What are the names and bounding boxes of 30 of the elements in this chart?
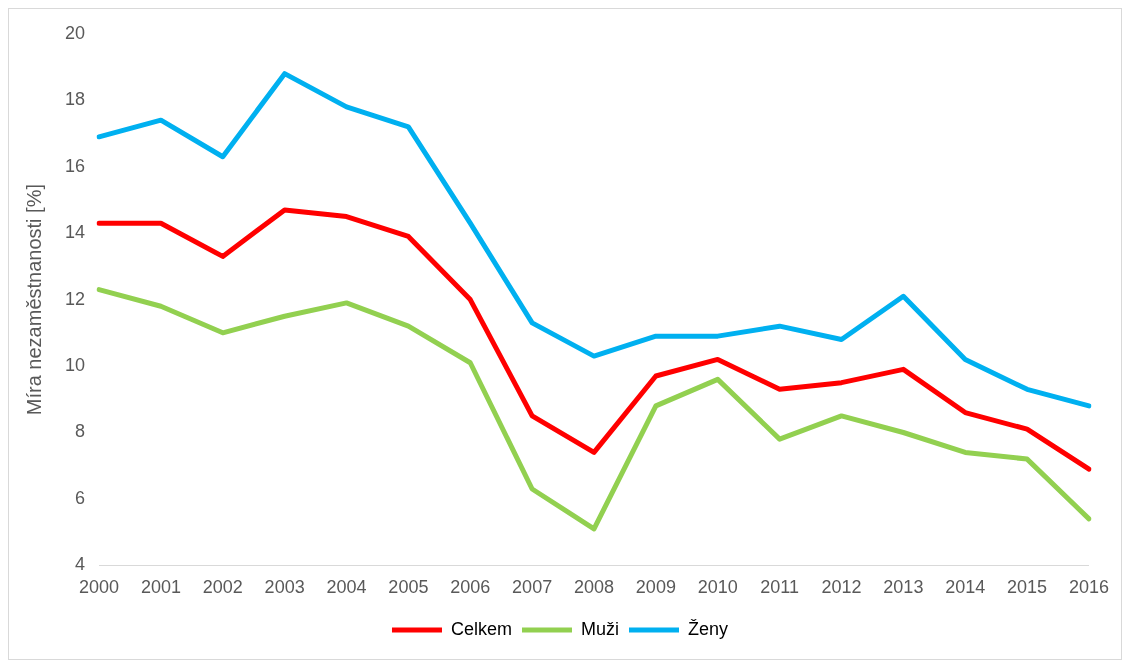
x-tick-label: 2015 xyxy=(1007,577,1048,598)
x-tick-label: 2012 xyxy=(821,577,862,598)
y-tick-label: 8 xyxy=(75,421,86,442)
y-tick-label: 12 xyxy=(64,288,86,309)
y-axis-title: Míra nezaměstnanosti [%] xyxy=(22,183,45,416)
x-tick-label: 2013 xyxy=(883,577,924,598)
x-tick-label: 2003 xyxy=(264,577,305,598)
x-tick-label: 2000 xyxy=(79,577,120,598)
y-tick-label: 16 xyxy=(64,155,86,176)
y-tick-label: 6 xyxy=(75,487,86,508)
x-tick-label: 2001 xyxy=(140,577,181,598)
y-tick-label: 14 xyxy=(64,222,86,243)
x-tick-label: 2010 xyxy=(697,577,738,598)
x-tick-label: 2005 xyxy=(388,577,429,598)
y-tick-label: 4 xyxy=(75,554,86,575)
x-tick-label: 2008 xyxy=(573,577,615,598)
legend-label: Muži xyxy=(581,618,620,639)
legend-label: Ženy xyxy=(688,618,729,639)
y-tick-label: 10 xyxy=(64,355,86,376)
x-tick-label: 2009 xyxy=(635,577,676,598)
legend-label: Celkem xyxy=(450,618,512,639)
x-tick-label: 2011 xyxy=(760,577,799,598)
y-tick-label: 20 xyxy=(64,22,86,43)
x-tick-label: 2016 xyxy=(1068,577,1109,598)
x-tick-label: 2006 xyxy=(450,577,491,598)
x-tick-label: 2014 xyxy=(945,577,986,598)
x-tick-label: 2002 xyxy=(202,577,243,598)
x-tick-label: 2004 xyxy=(326,577,367,598)
y-tick-label: 18 xyxy=(64,89,86,110)
x-tick-label: 2007 xyxy=(512,577,553,598)
